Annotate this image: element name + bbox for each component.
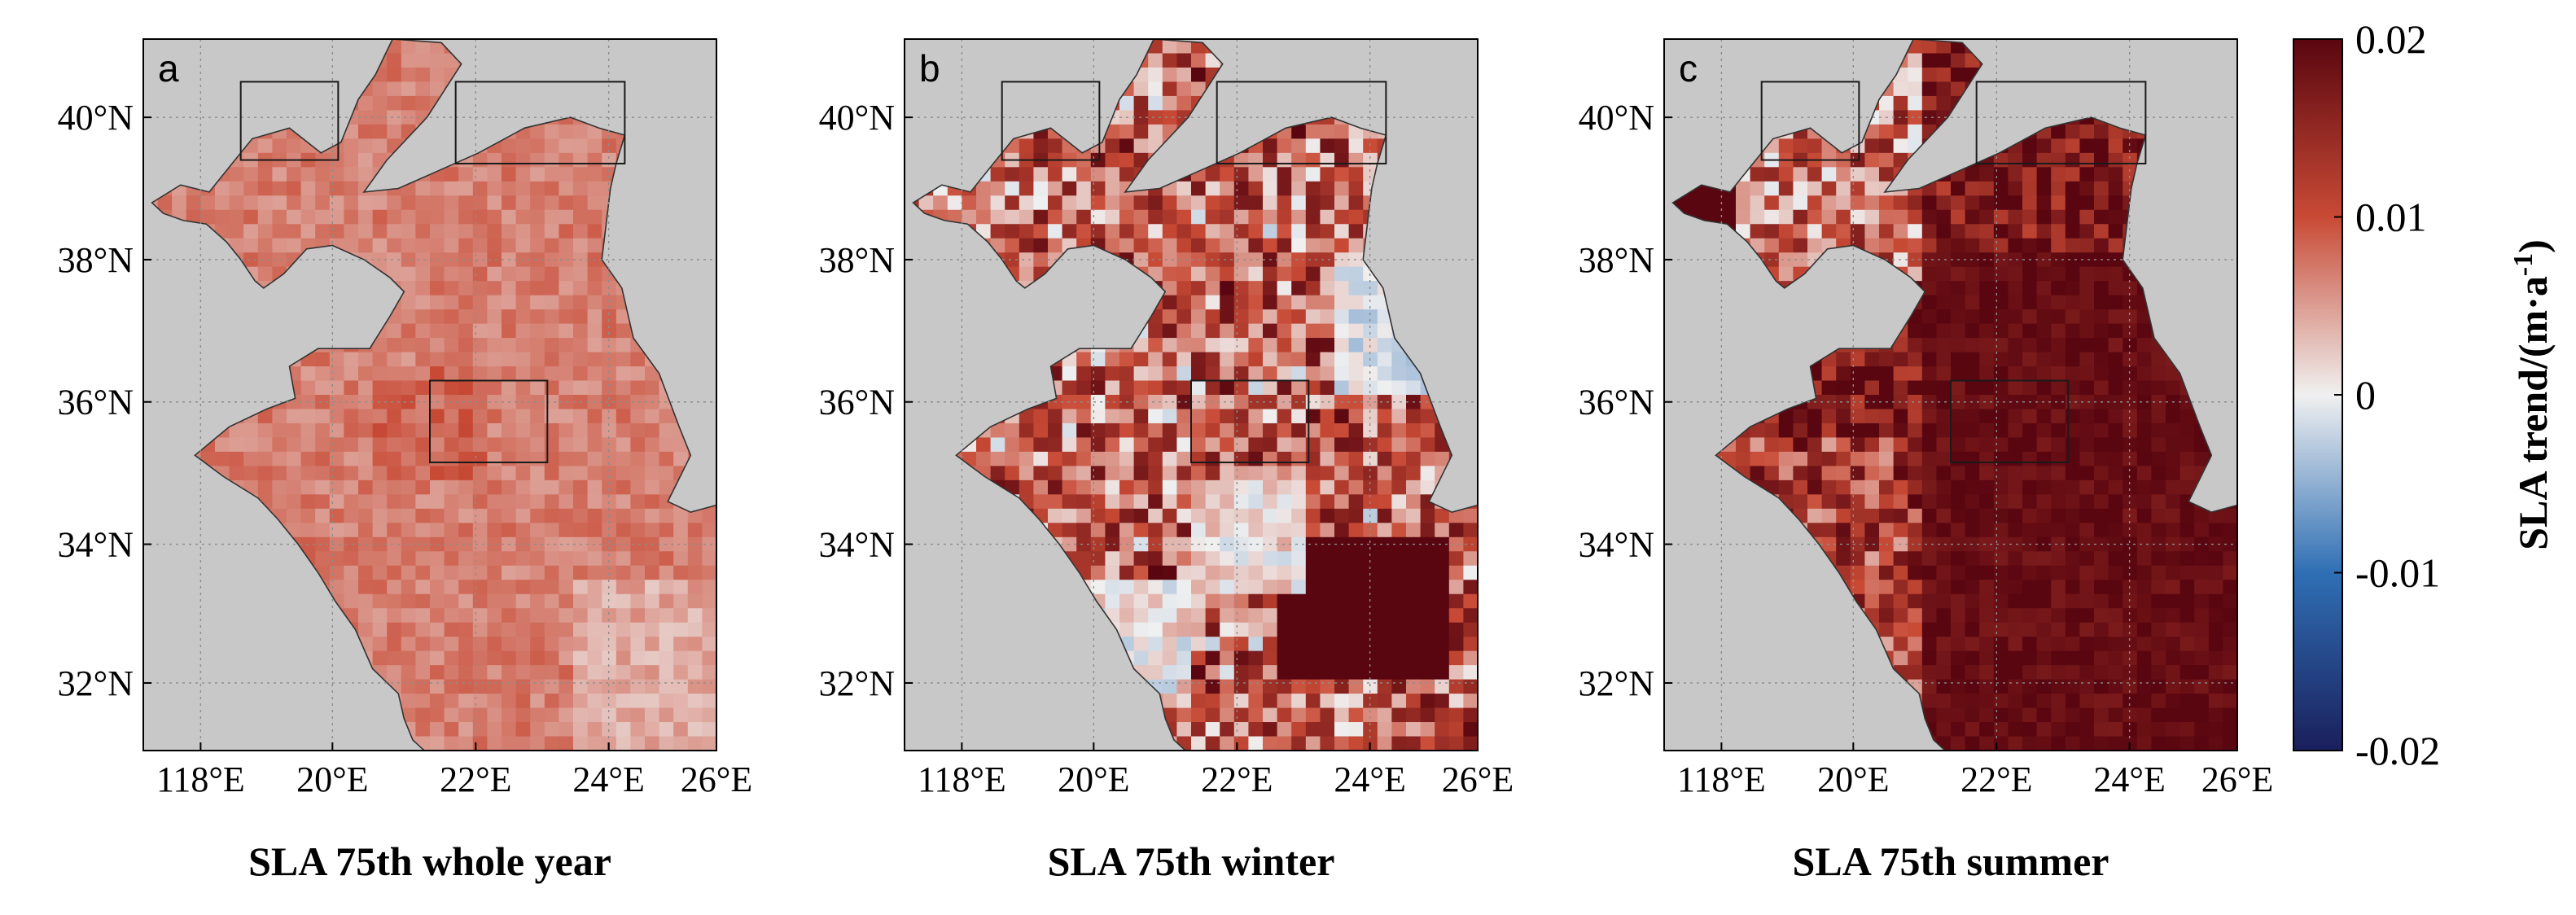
lat-tick-label: 36°N: [819, 383, 895, 422]
colorbar-tick: 0.01: [2355, 195, 2427, 240]
lon-tick-label: 24°E: [2093, 760, 2165, 799]
lat-tick-label: 36°N: [1579, 383, 1654, 422]
study-area-box: [1950, 379, 2070, 464]
lon-tick-label: 20°E: [296, 760, 368, 799]
lon-tick-label: 26°E: [2201, 760, 2273, 799]
map-frame: [142, 38, 717, 751]
lat-tick-label: 34°N: [58, 525, 134, 565]
lat-tick-label: 40°N: [819, 98, 895, 138]
lon-tick-label: 118°E: [156, 760, 245, 799]
colorbar-label: SLA trend/(m·a-1): [2508, 239, 2556, 550]
lat-tick-label: 32°N: [1579, 663, 1654, 703]
study-area-box: [454, 81, 626, 164]
study-area-box: [429, 379, 549, 464]
study-area-box: [1760, 81, 1860, 161]
map-frame: [1663, 38, 2238, 751]
colorbar-label-sup: -1: [2508, 253, 2539, 276]
panel-letter: a: [158, 47, 179, 90]
map-frame: [904, 38, 1479, 751]
panel-caption: SLA 75th winter: [1048, 838, 1335, 884]
lat-tick-label: 36°N: [58, 383, 134, 422]
lon-tick-label: 118°E: [918, 760, 1006, 799]
lon-tick-label: 22°E: [440, 760, 511, 799]
lon-tick-label: 20°E: [1817, 760, 1889, 799]
study-area-box: [1975, 81, 2147, 164]
map-panel-c: SLA 75th summer 40°N 38°N 36°N 34°N 32°N 118°…: [1579, 38, 2273, 884]
lat-tick-label: 40°N: [58, 98, 134, 138]
lon-tick-label: 26°E: [1442, 760, 1514, 799]
lon-tick-label: 24°E: [572, 760, 644, 799]
lon-tick-label: 118°E: [1677, 760, 1766, 799]
lon-tick-label: 26°E: [681, 760, 752, 799]
panel-caption: SLA 75th whole year: [248, 838, 611, 884]
lon-tick-label: 22°E: [1960, 760, 2032, 799]
colorbar-tick: 0.02: [2355, 16, 2427, 62]
lat-tick-label: 38°N: [58, 240, 134, 280]
lat-tick-label: 32°N: [819, 663, 895, 703]
lon-tick-label: 24°E: [1334, 760, 1405, 799]
colorbar-label-close: ): [2510, 239, 2556, 253]
colorbar-tick: 0: [2355, 372, 2376, 418]
lat-tick-label: 40°N: [1579, 98, 1654, 138]
lon-tick-label: 20°E: [1058, 760, 1129, 799]
map-panel-b: SLA 75th winter 40°N 38°N 36°N 34°N 32°N 118°…: [819, 38, 1514, 884]
lon-tick-label: 22°E: [1201, 760, 1273, 799]
study-area-box: [239, 81, 340, 161]
study-area-box: [1216, 81, 1387, 164]
lat-tick-label: 38°N: [819, 240, 895, 280]
map-panel-a: SLA 75th whole year 40°N 38°N 36°N 34°N 32°N…: [58, 38, 752, 884]
colorbar-tick: -0.02: [2355, 728, 2440, 773]
colorbar: 0.02 0.01 0 -0.01 -0.02 SLA trend/(m·a-1…: [2293, 16, 2556, 773]
lat-tick-label: 32°N: [58, 663, 134, 703]
panel-letter: b: [919, 47, 940, 90]
lat-tick-label: 38°N: [1579, 240, 1654, 280]
panel-letter: c: [1679, 47, 1698, 90]
study-area-box: [1001, 81, 1101, 161]
study-area-box: [1190, 379, 1310, 464]
colorbar-tick: -0.01: [2355, 550, 2440, 596]
lat-tick-label: 34°N: [819, 525, 895, 565]
colorbar-label-main: SLA trend/(m·a: [2510, 276, 2556, 550]
lat-tick-label: 34°N: [1579, 525, 1654, 565]
panel-caption: SLA 75th summer: [1793, 838, 2109, 884]
